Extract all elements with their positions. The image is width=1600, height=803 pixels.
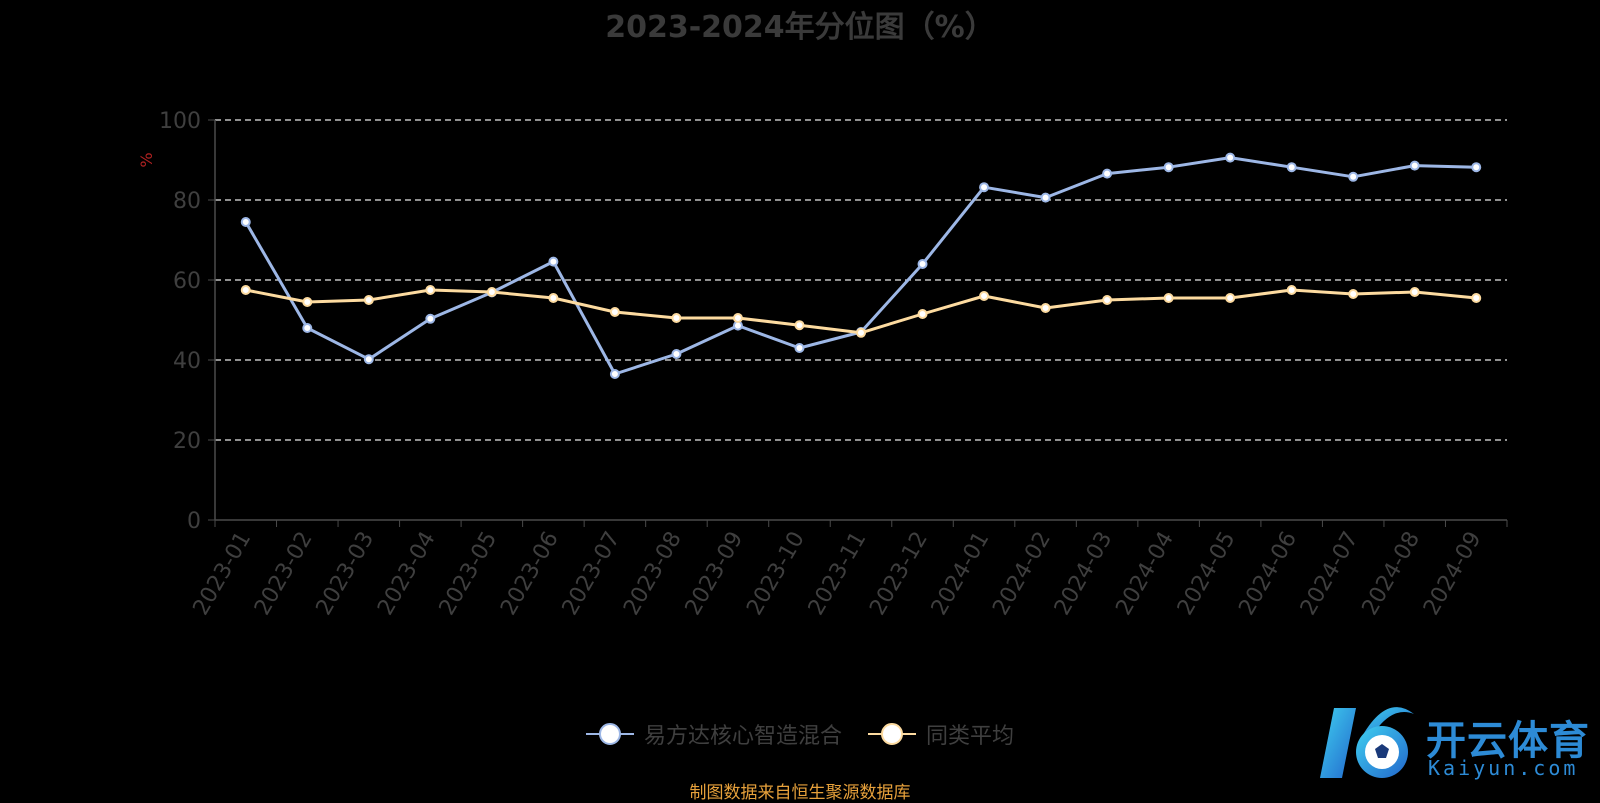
data-point-series-1: [794, 343, 805, 353]
data-point-series-2: [1348, 289, 1359, 299]
x-tick-label: 2023-11: [804, 528, 872, 620]
legend-item-series-2[interactable]: 同类平均: [868, 718, 1014, 750]
data-point-series-2: [979, 291, 990, 301]
data-point-series-2: [794, 320, 805, 331]
data-point-series-1: [1040, 192, 1051, 203]
x-tick-label: 2024-06: [1234, 528, 1302, 620]
logo-name: 开云体育: [1426, 718, 1590, 764]
x-tick-label: 2024-08: [1357, 528, 1425, 620]
data-point-series-1: [240, 217, 251, 227]
data-point-series-2: [671, 313, 682, 323]
y-axis-label: %: [137, 152, 156, 167]
x-tick-label: 2023-03: [312, 528, 380, 620]
x-tick-label: 2024-03: [1050, 528, 1118, 620]
data-point-series-2: [240, 285, 251, 295]
data-point-series-1: [1163, 162, 1174, 173]
data-point-series-1: [1225, 152, 1236, 163]
data-point-series-1: [1102, 168, 1113, 179]
legend-marker-series-2: [868, 723, 916, 745]
y-tick-label: 80: [173, 189, 201, 214]
data-point-series-1: [671, 349, 682, 359]
data-point-series-1: [1409, 160, 1420, 171]
data-point-series-1: [425, 313, 436, 324]
data-point-series-1: [1471, 162, 1482, 173]
data-point-series-1: [609, 369, 620, 379]
data-point-series-2: [609, 307, 620, 317]
data-point-series-2: [856, 327, 866, 338]
y-tick-label: 100: [159, 109, 201, 134]
k-ball-logo-icon: [1320, 707, 1414, 778]
data-point-series-1: [363, 354, 374, 365]
x-tick-label: 2023-05: [435, 528, 503, 620]
data-point-series-2: [1286, 285, 1297, 295]
x-tick-label: 2024-07: [1296, 528, 1364, 620]
x-tick-label: 2023-01: [189, 528, 257, 620]
data-point-series-1: [917, 259, 928, 269]
data-point-series-1: [302, 323, 313, 333]
data-point-series-2: [302, 297, 313, 307]
logo-domain: Kaiyun.com: [1428, 756, 1579, 780]
x-tick-label: 2023-07: [558, 528, 626, 620]
data-point-series-1: [1286, 162, 1297, 173]
x-tick-label: 2024-01: [927, 528, 995, 620]
x-tick-label: 2024-05: [1173, 528, 1241, 620]
x-tick-label: 2023-04: [373, 528, 441, 620]
data-point-series-2: [1409, 287, 1420, 297]
x-tick-label: 2024-09: [1419, 528, 1487, 620]
data-point-series-2: [1040, 303, 1051, 313]
legend-label-series-1: 易方达核心智造混合: [643, 724, 842, 749]
data-point-series-2: [425, 285, 436, 295]
x-tick-label: 2023-06: [496, 528, 564, 620]
data-point-series-1: [1348, 171, 1359, 182]
data-point-series-2: [1102, 295, 1113, 305]
y-tick-label: 40: [173, 349, 201, 374]
x-tick-label: 2024-02: [988, 528, 1056, 620]
data-point-series-2: [1471, 293, 1482, 303]
data-point-series-2: [548, 293, 559, 303]
series-line-1: [244, 156, 1477, 376]
data-point-series-1: [548, 256, 559, 267]
series-line-2: [245, 288, 1477, 335]
data-point-series-2: [363, 295, 374, 305]
data-point-series-2: [732, 313, 743, 323]
x-tick-label: 2023-10: [742, 528, 810, 620]
x-tick-label: 2023-12: [865, 528, 933, 620]
x-tick-label: 2023-09: [681, 528, 749, 620]
chart-title: 2023-2024年分位图（%）: [605, 10, 995, 45]
line-chart: 020406080100%2023-012023-022023-032023-0…: [137, 109, 1508, 620]
legend-item-series-1[interactable]: 易方达核心智造混合: [585, 718, 842, 750]
brand-logo: 开云体育 Kaiyun.com: [1316, 700, 1596, 790]
x-tick-label: 2023-08: [619, 528, 687, 620]
source-note: 制图数据来自恒生聚源数据库: [689, 783, 911, 803]
legend-label-series-2: 同类平均: [926, 724, 1015, 749]
y-tick-label: 0: [187, 509, 201, 534]
legend-marker-series-1: [585, 723, 634, 745]
data-point-series-2: [1163, 293, 1174, 303]
data-point-series-1: [979, 182, 990, 193]
y-tick-label: 60: [173, 269, 201, 294]
legend[interactable]: 易方达核心智造混合 同类平均: [0, 718, 1600, 750]
data-point-series-2: [917, 309, 928, 319]
x-tick-label: 2024-04: [1111, 528, 1179, 620]
x-tick-label: 2023-02: [250, 528, 318, 620]
data-point-series-2: [486, 287, 497, 297]
y-tick-label: 20: [173, 429, 201, 454]
data-point-series-2: [1225, 293, 1236, 303]
